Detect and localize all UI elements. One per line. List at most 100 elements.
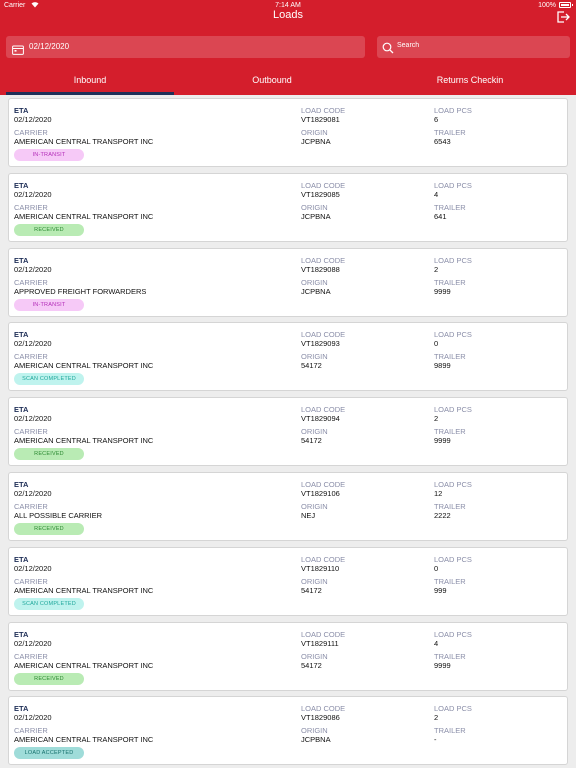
origin-value: NEJ (301, 511, 316, 520)
origin-value: JCPBNA (301, 286, 331, 296)
date-value: 02/12/2020 (29, 42, 70, 51)
load-code-value: VT1829088 (301, 264, 340, 274)
status-badge: IN-TRANSIT (14, 149, 84, 161)
load-pcs-label: LOAD PCS (434, 629, 472, 639)
status-battery-text: 100% (538, 2, 556, 9)
load-code-value: VT1829086 (301, 713, 340, 723)
load-code-value: VT1829081 (301, 115, 340, 124)
load-pcs-label: LOAD PCS (434, 180, 472, 190)
trailer-value: 6543 (434, 137, 451, 146)
eta-value: 02/12/2020 (14, 414, 52, 424)
carrier-label: CARRIER (14, 502, 48, 511)
carrier-value: ALL POSSIBLE CARRIER (14, 511, 103, 520)
tab-inbound[interactable]: Inbound (6, 68, 174, 95)
carrier-label: CARRIER (14, 277, 48, 287)
load-card[interactable]: ETA 02/12/2020 CARRIER APPROVED FREIGHT FOR… (8, 247, 568, 317)
load-pcs-value: 12 (434, 489, 443, 498)
trailer-label: TRAILER (434, 576, 466, 586)
carrier-label: CARRIER (14, 202, 48, 212)
carrier-value: APPROVED FREIGHT FORWARDERS (14, 286, 147, 296)
carrier-label: CARRIER (14, 651, 48, 661)
status-carrier: Carrier (4, 2, 26, 9)
load-card[interactable]: ETA 02/12/2020 CARRIER ALL POSSIBLE CARRIER… (8, 472, 568, 541)
load-card[interactable]: ETA 02/12/2020 CARRIER AMERICAN CENTRAL TRA… (8, 172, 568, 242)
load-code-label: LOAD CODE (301, 330, 346, 340)
load-code-value: VT1829093 (301, 339, 340, 349)
status-badge: RECEIVED (14, 223, 84, 236)
load-card[interactable]: ETA 02/12/2020 CARRIER AMERICAN CENTRAL TRA… (8, 98, 568, 167)
trailer-value: 9899 (434, 361, 451, 371)
load-pcs-label: LOAD PCS (434, 704, 472, 714)
eta-value: 02/12/2020 (14, 563, 52, 573)
load-card[interactable]: ETA 02/12/2020 CARRIER AMERICAN CENTRAL TRA… (8, 546, 568, 616)
tab-label: Outbound (252, 75, 292, 85)
status-bar: Carrier 7:14 AM 100% (0, 0, 576, 12)
eta-label: ETA (14, 704, 29, 714)
load-pcs-value: 2 (434, 414, 439, 424)
eta-value: 02/12/2020 (14, 189, 52, 199)
date-field[interactable]: 02/12/2020 (6, 36, 365, 58)
origin-value: JCPBNA (301, 735, 331, 745)
carrier-label: CARRIER (14, 427, 48, 437)
eta-label: ETA (14, 180, 29, 190)
trailer-label: TRAILER (434, 651, 466, 661)
trailer-value: 9999 (434, 660, 451, 670)
load-code-label: LOAD CODE (301, 554, 346, 564)
tab-label: Inbound (73, 75, 107, 85)
status-time: 7:14 AM (275, 2, 301, 9)
load-code-label: LOAD CODE (301, 629, 346, 639)
load-code-value: VT1829106 (301, 489, 340, 498)
tab-indicator (6, 92, 174, 95)
origin-value: 54172 (301, 585, 322, 595)
trailer-value: 9999 (434, 286, 451, 296)
calendar-icon (12, 42, 24, 55)
load-card[interactable]: ETA 02/12/2020 CARRIER AMERICAN CENTRAL TRA… (8, 621, 568, 691)
origin-label: ORIGIN (301, 128, 328, 137)
load-code-value: VT1829111 (301, 638, 339, 648)
status-badge: RECEIVED (14, 672, 84, 685)
carrier-value: AMERICAN CENTRAL TRANSPORT INC (14, 735, 154, 745)
carrier-value: AMERICAN CENTRAL TRANSPORT INC (14, 137, 154, 146)
carrier-label: CARRIER (14, 128, 48, 137)
logout-icon[interactable] (556, 10, 570, 23)
load-card[interactable]: ETA 02/12/2020 CARRIER AMERICAN CENTRAL TRA… (8, 322, 568, 392)
eta-value: 02/12/2020 (14, 115, 52, 124)
trailer-label: TRAILER (434, 202, 466, 212)
tab-outbound[interactable]: Outbound (174, 68, 370, 95)
load-card[interactable]: ETA 02/12/2020 CARRIER AMERICAN CENTRAL TRA… (8, 696, 568, 766)
eta-value: 02/12/2020 (14, 713, 52, 723)
load-pcs-label: LOAD PCS (434, 480, 472, 489)
eta-value: 02/12/2020 (14, 339, 52, 349)
trailer-label: TRAILER (434, 726, 466, 736)
load-pcs-label: LOAD PCS (434, 330, 472, 340)
eta-value: 02/12/2020 (14, 264, 52, 274)
load-code-value: VT1829110 (301, 563, 340, 573)
trailer-label: TRAILER (434, 128, 466, 137)
origin-value: JCPBNA (301, 211, 331, 221)
load-pcs-label: LOAD PCS (434, 554, 472, 564)
load-code-label: LOAD CODE (301, 255, 346, 265)
load-pcs-label: LOAD PCS (434, 106, 472, 115)
trailer-value: 2222 (434, 511, 451, 520)
wifi-icon (31, 1, 39, 10)
origin-value: 54172 (301, 361, 322, 371)
tab-returns-checkin[interactable]: Returns Checkin (370, 68, 570, 95)
trailer-value: - (434, 735, 437, 745)
load-pcs-value: 0 (434, 339, 439, 349)
status-badge: SCAN COMPLETED (14, 373, 84, 386)
load-pcs-label: LOAD PCS (434, 405, 472, 415)
search-input[interactable]: Search (377, 36, 570, 58)
load-code-value: VT1829085 (301, 189, 340, 199)
carrier-label: CARRIER (14, 726, 48, 736)
origin-label: ORIGIN (301, 502, 328, 511)
eta-label: ETA (14, 330, 29, 340)
eta-label: ETA (14, 405, 29, 415)
carrier-value: AMERICAN CENTRAL TRANSPORT INC (14, 361, 154, 371)
eta-label: ETA (14, 106, 29, 115)
app-header: Carrier 7:14 AM 100% Loads 02/12/2020 (0, 0, 576, 95)
carrier-value: AMERICAN CENTRAL TRANSPORT INC (14, 436, 154, 446)
load-card[interactable]: ETA 02/12/2020 CARRIER AMERICAN CENTRAL TRA… (8, 397, 568, 467)
status-badge: RECEIVED (14, 448, 84, 461)
carrier-label: CARRIER (14, 352, 48, 362)
load-pcs-value: 6 (434, 115, 439, 124)
